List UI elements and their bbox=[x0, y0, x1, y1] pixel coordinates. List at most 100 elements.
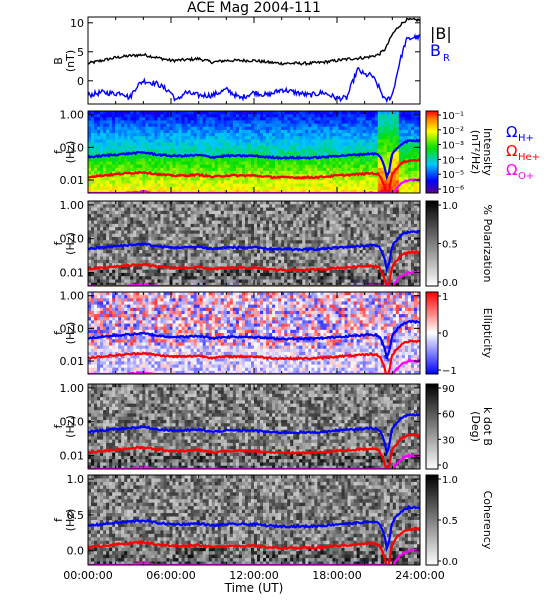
heatmap-cell bbox=[299, 126, 303, 131]
heatmap-cell bbox=[293, 263, 297, 267]
heatmap-cell bbox=[238, 269, 243, 274]
heatmap-cell bbox=[124, 139, 128, 143]
heatmap-cell bbox=[308, 186, 312, 191]
heatmap-cell bbox=[290, 256, 294, 261]
heatmap-cell bbox=[220, 240, 225, 244]
heatmap-cell bbox=[202, 114, 207, 118]
heatmap-cell bbox=[181, 230, 185, 235]
heatmap-cell bbox=[229, 180, 234, 184]
heatmap-cell bbox=[154, 201, 158, 205]
heatmap-cell bbox=[305, 233, 309, 238]
heatmap-cell bbox=[190, 230, 195, 235]
heatmap-cell bbox=[317, 276, 321, 280]
heatmap-cell bbox=[160, 217, 164, 222]
heatmap-cell bbox=[142, 114, 146, 118]
heatmap-cell bbox=[326, 204, 330, 208]
heatmap-cell bbox=[314, 253, 318, 257]
heatmap-cell bbox=[314, 204, 318, 208]
heatmap-cell bbox=[193, 189, 198, 193]
heatmap-cell bbox=[308, 223, 312, 228]
heatmap-cell bbox=[308, 142, 312, 147]
heatmap-cell bbox=[193, 223, 198, 228]
heatmap-cell bbox=[118, 220, 122, 225]
heatmap-cell bbox=[302, 139, 306, 143]
heatmap-cell bbox=[241, 139, 246, 143]
heatmap-cell bbox=[380, 117, 385, 121]
heatmap-cell bbox=[323, 227, 327, 231]
heatmap-cell bbox=[172, 180, 176, 184]
heatmap-cell bbox=[118, 253, 122, 257]
heatmap-cell bbox=[196, 217, 201, 222]
heatmap-cell bbox=[281, 114, 285, 118]
heatmap-cell bbox=[275, 263, 279, 267]
heatmap-cell bbox=[332, 177, 336, 181]
heatmap-cell bbox=[235, 276, 240, 280]
heatmap-cell bbox=[326, 189, 330, 193]
heatmap-cell bbox=[362, 120, 367, 125]
heatmap-cell bbox=[139, 250, 143, 254]
heatmap-cell bbox=[184, 214, 188, 218]
heatmap-cell bbox=[287, 158, 291, 162]
heatmap-cell bbox=[151, 282, 155, 286]
heatmap-cell bbox=[383, 183, 388, 188]
heatmap-cell bbox=[208, 123, 213, 128]
heatmap-cell bbox=[196, 236, 201, 241]
heatmap-cell bbox=[320, 164, 324, 169]
heatmap-cell bbox=[275, 223, 279, 228]
heatmap-cell bbox=[308, 158, 312, 162]
heatmap-cell bbox=[326, 236, 330, 241]
heatmap-cell bbox=[142, 266, 146, 271]
heatmap-cell bbox=[374, 180, 379, 184]
heatmap-cell bbox=[112, 204, 116, 208]
heatmap-cell bbox=[269, 111, 273, 115]
heatmap-cell bbox=[94, 139, 98, 143]
heatmap-cell bbox=[127, 183, 131, 188]
heatmap-cell bbox=[124, 233, 128, 238]
heatmap-cell bbox=[350, 180, 354, 184]
heatmap-cell bbox=[145, 129, 149, 134]
heatmap-cell bbox=[91, 123, 95, 128]
heatmap-cell bbox=[383, 114, 388, 118]
heatmap-cell bbox=[305, 282, 309, 286]
heatmap-cell bbox=[169, 145, 173, 150]
heatmap-cell bbox=[347, 129, 351, 134]
heatmap-cell bbox=[133, 256, 137, 261]
heatmap-cell bbox=[347, 114, 351, 118]
heatmap-cell bbox=[299, 161, 303, 166]
heatmap-cell bbox=[302, 243, 306, 248]
heatmap-cell bbox=[293, 183, 297, 188]
heatmap-cell bbox=[91, 111, 95, 115]
heatmap-cell bbox=[88, 167, 92, 172]
heatmap-cell bbox=[278, 240, 282, 244]
heatmap-cell bbox=[368, 148, 373, 153]
heatmap-cell bbox=[157, 148, 161, 153]
heatmap-cell bbox=[254, 233, 258, 238]
heatmap-cell bbox=[172, 243, 176, 248]
heatmap-cell bbox=[308, 126, 312, 131]
heatmap-cell bbox=[287, 230, 291, 235]
heatmap-cell bbox=[323, 117, 327, 121]
heatmap-cell bbox=[163, 250, 167, 254]
heatmap-cell bbox=[284, 263, 288, 267]
heatmap-cell bbox=[232, 164, 237, 169]
heatmap-cell bbox=[109, 136, 113, 140]
heatmap-cell bbox=[190, 220, 195, 225]
heatmap-cell bbox=[166, 183, 170, 188]
heatmap-cell bbox=[121, 204, 125, 208]
heatmap-cell bbox=[211, 236, 216, 241]
heatmap-cell bbox=[151, 236, 155, 241]
heatmap-cell bbox=[160, 145, 164, 150]
heatmap-cell bbox=[266, 201, 270, 205]
heatmap-cell bbox=[142, 180, 146, 184]
heatmap-cell bbox=[287, 243, 291, 248]
heatmap-cell bbox=[88, 233, 92, 238]
heatmap-cell bbox=[250, 256, 255, 261]
heatmap-cell bbox=[154, 167, 158, 172]
heatmap-cell bbox=[154, 136, 158, 140]
heatmap-cell bbox=[275, 207, 279, 212]
heatmap-cell bbox=[187, 236, 192, 241]
heatmap-cell bbox=[392, 136, 397, 140]
heatmap-cell bbox=[178, 145, 182, 150]
heatmap-cell bbox=[202, 155, 207, 159]
heatmap-cell bbox=[350, 117, 354, 121]
